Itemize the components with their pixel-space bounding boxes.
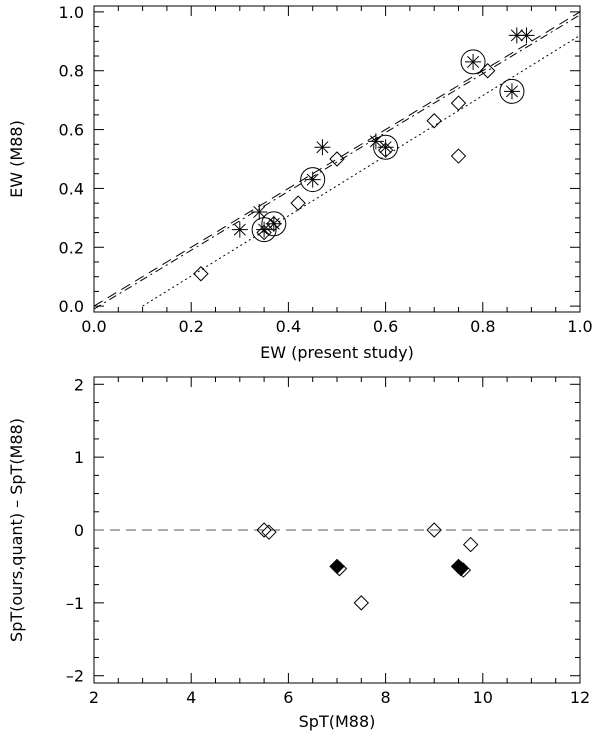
- y-tick-label: –2: [66, 667, 84, 686]
- circled-asterisk-point: [261, 211, 287, 237]
- bottom-y-tick-labels: –2 –1 0 1 2: [66, 375, 84, 685]
- y-tick-label: 0: [74, 521, 84, 540]
- x-tick-label: 1.0: [567, 317, 592, 336]
- x-tick-label: 0.0: [81, 317, 106, 336]
- top-y-axis-label: EW (M88): [7, 120, 26, 198]
- filled-diamond-point: [329, 558, 345, 575]
- top-x-tick-labels: 0.0 0.2 0.4 0.6 0.8 1.0: [81, 317, 592, 336]
- x-tick-label: 2: [89, 688, 99, 707]
- x-tick-label: 6: [283, 688, 293, 707]
- top-x-axis-label: EW (present study): [260, 343, 414, 362]
- diamond-point: [290, 195, 306, 211]
- asterisk-point: [314, 139, 331, 156]
- x-tick-label: 0.2: [178, 317, 203, 336]
- asterisk-point: [231, 221, 248, 238]
- y-tick-label: 0.6: [59, 121, 84, 140]
- diamond-point: [426, 113, 442, 129]
- diamond-point: [256, 224, 272, 241]
- top-reference-lines: [94, 11, 580, 310]
- diamond-point: [377, 142, 394, 158]
- ew-comparison-panel: 0.0 0.2 0.4 0.6 0.8 1.0 0.0 0.2 0.4 0.6 0.8 1.0 EW…: [7, 3, 593, 362]
- diamond-point: [353, 595, 370, 611]
- y-tick-label: 1: [74, 448, 84, 467]
- top-axis-ticks: [93, 6, 581, 312]
- circled-asterisk-point: [460, 49, 486, 75]
- diamond-point: [450, 95, 467, 111]
- diamond-point: [193, 266, 209, 282]
- circled-asterisk-point: [300, 167, 326, 193]
- bottom-x-axis-label: SpT(M88): [299, 712, 376, 731]
- diamond-point: [426, 522, 442, 538]
- y-tick-label: 0.2: [59, 238, 84, 257]
- circled-asterisk-point: [499, 78, 525, 104]
- diamond-point: [261, 524, 277, 540]
- circled-asterisk-point: [251, 217, 277, 243]
- top-data-points: [193, 27, 535, 282]
- x-tick-label: 0.8: [470, 317, 495, 336]
- asterisk-point: [518, 27, 535, 44]
- x-tick-label: 8: [381, 688, 391, 707]
- diamond-point: [462, 536, 479, 553]
- x-tick-label: 0.4: [276, 317, 301, 336]
- bottom-y-axis-label: SpT(ours,quant) – SpT(M88): [7, 418, 26, 642]
- dotted-reference-line: [142, 34, 580, 307]
- bottom-data-points: [256, 522, 479, 611]
- y-tick-label: 1.0: [59, 3, 84, 22]
- diamond-point: [450, 148, 467, 164]
- y-tick-label: 0.4: [59, 179, 84, 198]
- x-tick-label: 4: [186, 688, 196, 707]
- y-tick-label: 0.0: [59, 297, 84, 316]
- bottom-axis-ticks: [93, 377, 581, 683]
- dash-dot-reference-line: [94, 14, 580, 310]
- circled-asterisk-point: [373, 134, 399, 160]
- bottom-x-tick-labels: 2 4 6 8 10 12: [89, 688, 590, 707]
- diamond-point: [329, 151, 345, 167]
- x-tick-label: 0.6: [373, 317, 398, 336]
- x-tick-label: 10: [473, 688, 493, 707]
- top-plot-frame: [93, 5, 581, 313]
- asterisk-point: [367, 133, 384, 150]
- dashed-reference-line: [94, 11, 580, 307]
- diamond-point: [256, 522, 272, 538]
- y-tick-label: 0.8: [59, 62, 84, 81]
- y-tick-label: 2: [74, 375, 84, 394]
- x-tick-label: 12: [570, 688, 590, 707]
- filled-diamond-point: [453, 560, 469, 577]
- y-tick-label: –1: [66, 594, 84, 613]
- asterisk-point: [251, 203, 268, 220]
- top-y-tick-labels: 0.0 0.2 0.4 0.6 0.8 1.0: [59, 3, 84, 316]
